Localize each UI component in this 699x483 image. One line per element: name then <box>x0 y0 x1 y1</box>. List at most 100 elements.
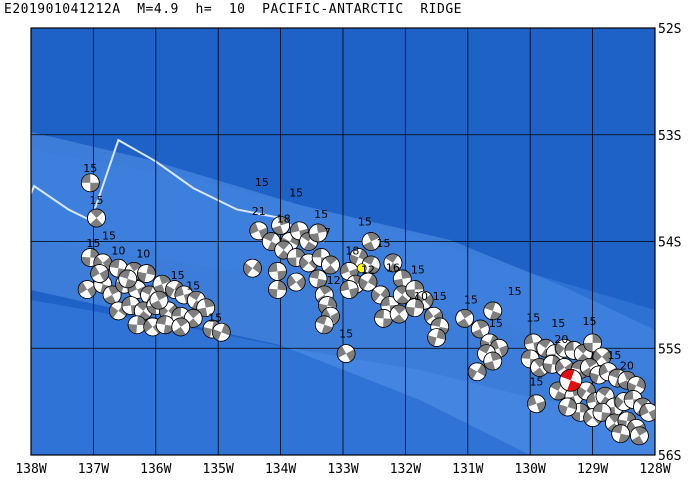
mechanism-quadrant <box>554 390 567 400</box>
mechanism-quadrant <box>295 248 306 258</box>
mechanism-outline <box>314 315 334 335</box>
focal-mechanism <box>171 317 191 337</box>
latitude-tick-label: 53S <box>658 129 681 144</box>
mechanism-quadrant <box>319 285 332 295</box>
focal-mechanism <box>87 208 106 228</box>
map-frame <box>30 27 656 456</box>
mechanism-quadrant <box>564 341 574 352</box>
mechanism-quadrant <box>395 285 409 295</box>
mechanism-quadrant <box>457 318 470 328</box>
mechanism-outline <box>308 223 328 243</box>
mechanism-quadrant <box>141 285 154 295</box>
mechanism-quadrant <box>592 333 602 343</box>
longitude-tick-label: 132W <box>390 462 421 477</box>
depth-label: 15 <box>607 349 621 362</box>
focal-mechanism <box>611 424 631 443</box>
mechanism-quadrant <box>309 232 320 242</box>
focal-mechanism <box>527 394 546 414</box>
focal-mechanism <box>339 280 359 299</box>
depth-label: 15 <box>83 162 97 175</box>
mechanism-quadrant <box>380 296 390 307</box>
mechanism-outline <box>87 208 106 228</box>
mechanism-quadrant <box>393 305 407 315</box>
mechanism-outline <box>405 298 425 318</box>
mechanism-quadrant <box>374 309 385 319</box>
mechanism-quadrant <box>586 392 596 404</box>
mechanism-quadrant <box>555 360 565 373</box>
mechanism-quadrant <box>277 270 287 281</box>
focal-mechanism <box>383 253 403 273</box>
mechanism-quadrant <box>634 426 648 436</box>
mechanism-quadrant <box>550 381 563 391</box>
mechanism-quadrant <box>362 256 376 265</box>
mechanism-outline <box>483 301 503 321</box>
focal-mechanism <box>268 262 287 281</box>
mechanism-quadrant <box>468 367 478 380</box>
mechanism-quadrant <box>424 308 434 322</box>
mechanism-quadrant <box>340 280 350 292</box>
focal-mechanism <box>470 319 490 339</box>
depth-label: 7 <box>324 226 331 239</box>
mechanism-outline <box>286 272 306 292</box>
mechanism-outline <box>383 253 403 273</box>
latitude-tick-label: 54S <box>658 236 681 251</box>
depth-label: 21 <box>252 205 266 218</box>
mechanism-quadrant <box>601 412 611 422</box>
mechanism-quadrant <box>608 414 622 423</box>
mechanism-quadrant <box>396 294 409 304</box>
focal-mechanism <box>427 328 446 347</box>
latitude-tick-label: 56S <box>658 449 681 464</box>
depth-label: 15 <box>208 312 222 325</box>
depth-label: 12 <box>327 274 341 287</box>
mechanism-quadrant <box>430 317 442 327</box>
focal-mechanism <box>196 298 216 318</box>
focal-mechanism <box>361 232 381 251</box>
mechanism-quadrant <box>367 232 380 242</box>
mechanism-quadrant <box>188 291 202 301</box>
mechanism-quadrant <box>477 364 487 377</box>
mechanism-quadrant <box>249 222 259 235</box>
mechanism-quadrant <box>623 371 636 381</box>
mechanism-quadrant <box>400 269 412 279</box>
mechanism-quadrant <box>599 363 609 376</box>
focal-mechanism <box>483 301 503 321</box>
focal-mechanism <box>149 290 169 310</box>
mechanism-quadrant <box>362 241 375 251</box>
mechanism-quadrant <box>299 256 309 270</box>
focal-mechanism <box>592 402 612 422</box>
mechanism-quadrant <box>611 424 623 434</box>
mechanism-quadrant <box>371 289 381 302</box>
mechanism-quadrant <box>624 390 634 400</box>
mechanism-quadrant <box>639 404 649 417</box>
mechanism-outline <box>308 269 328 289</box>
mechanism-quadrant <box>276 241 290 251</box>
mechanism-quadrant <box>583 342 593 352</box>
mechanism-quadrant <box>196 307 208 317</box>
mechanism-quadrant <box>476 320 489 330</box>
mechanism-quadrant <box>392 314 405 324</box>
latitude-tick-label: 55S <box>658 342 681 357</box>
mechanism-quadrant <box>81 256 91 267</box>
mechanism-outline <box>149 290 169 310</box>
mechanism-quadrant <box>614 395 624 409</box>
mechanism-quadrant <box>601 350 611 364</box>
mechanism-quadrant <box>137 315 147 326</box>
focal-mechanism <box>286 272 306 292</box>
mechanism-outline <box>361 232 381 251</box>
focal-mechanism <box>314 315 334 335</box>
mechanism-quadrant <box>346 349 356 362</box>
mechanism-quadrant <box>324 256 338 265</box>
mechanism-quadrant <box>385 253 398 263</box>
depth-label: 15 <box>171 269 185 282</box>
mechanism-outline <box>211 322 231 342</box>
mechanism-outline <box>118 269 138 289</box>
mechanism-quadrant <box>154 291 168 301</box>
mechanism-quadrant <box>156 315 167 325</box>
focal-mechanism <box>639 402 655 422</box>
mechanism-quadrant <box>580 403 590 413</box>
focal-mechanism <box>455 309 475 328</box>
depth-label: 18 <box>345 244 359 257</box>
mechanism-quadrant <box>150 300 163 310</box>
mechanism-outline <box>630 426 649 446</box>
